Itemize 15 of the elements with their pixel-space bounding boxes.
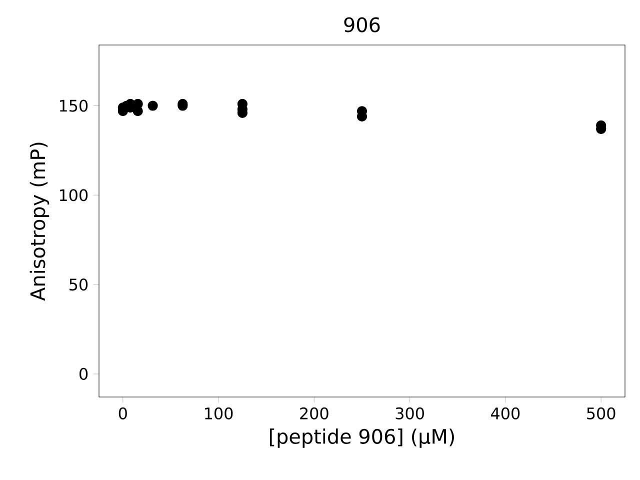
point [132,106,143,116]
x-tick-label: 300 [396,407,424,420]
chart-title: 906 [344,17,380,32]
x-tick-label: 0 [118,407,127,420]
x-tick-label: 500 [587,407,616,420]
point [148,100,158,111]
y-tick-label: 150 [60,100,88,112]
y-axis-title: Anisotropy (mP) [30,142,50,301]
x-axis-title: [peptide 906] (μM) [270,428,454,448]
y-tick-label: 0 [80,368,88,380]
y-tick-label: 100 [60,189,88,202]
y-tick-label: 50 [70,278,88,291]
x-tick-label: 400 [491,407,520,420]
x-tick-label: 200 [300,407,328,420]
x-tick-label: 100 [205,407,233,420]
